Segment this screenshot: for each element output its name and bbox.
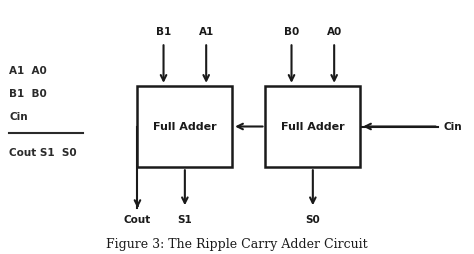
Text: Full Adder: Full Adder — [281, 122, 345, 132]
Text: A1: A1 — [199, 27, 214, 37]
Text: S1: S1 — [177, 215, 192, 225]
Text: Full Adder: Full Adder — [153, 122, 217, 132]
Text: S0: S0 — [305, 215, 320, 225]
Text: B0: B0 — [284, 27, 299, 37]
Text: A0: A0 — [327, 27, 342, 37]
Bar — [265, 86, 360, 168]
Text: Figure 3: The Ripple Carry Adder Circuit: Figure 3: The Ripple Carry Adder Circuit — [106, 237, 368, 250]
Text: B1  B0: B1 B0 — [9, 89, 47, 99]
Text: Cin: Cin — [443, 122, 462, 132]
Text: Cout S1  S0: Cout S1 S0 — [9, 147, 77, 157]
Text: A1  A0: A1 A0 — [9, 66, 47, 76]
Bar — [137, 86, 232, 168]
Text: Cin: Cin — [9, 112, 28, 122]
Text: B1: B1 — [156, 27, 171, 37]
Text: Cout: Cout — [124, 215, 151, 225]
